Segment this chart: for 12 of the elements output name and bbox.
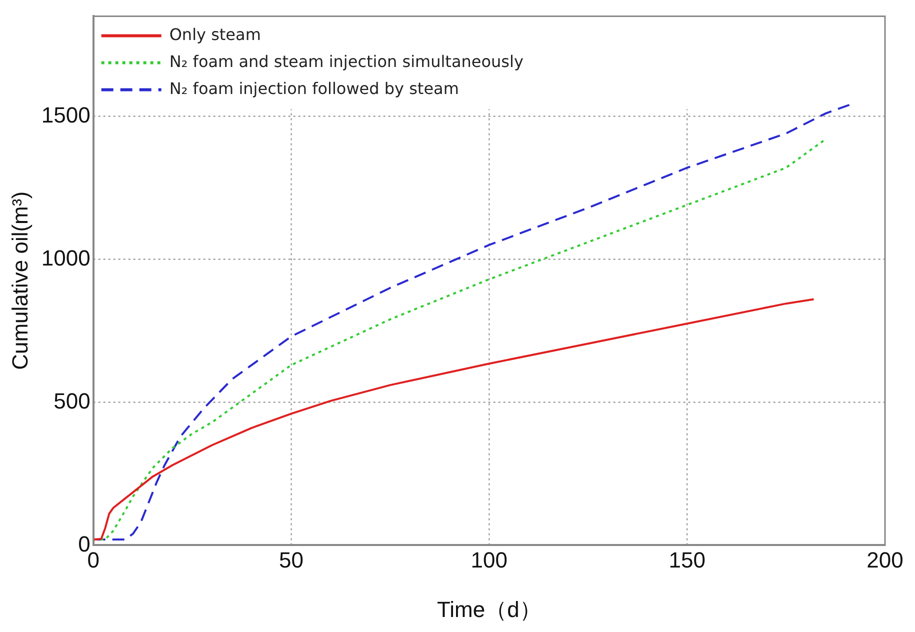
y-tick-label: 1500 <box>41 102 90 128</box>
x-tick-label: 100 <box>470 547 508 572</box>
x-tick-label: 150 <box>668 547 706 572</box>
x-tick-label: 50 <box>279 547 304 572</box>
legend-label: N₂ foam injection followed by steam <box>169 78 459 98</box>
legend-label: Only steam <box>169 24 261 44</box>
x-axis-title: Time（d） <box>437 596 542 622</box>
x-tick-label: 200 <box>866 547 904 572</box>
y-axis-title: Cumulative oil(m³) <box>7 191 32 370</box>
legend-label: N₂ foam and steam injection simultaneously <box>169 52 524 71</box>
y-tick-label: 500 <box>54 388 90 414</box>
y-tick-label: 1000 <box>41 245 90 270</box>
